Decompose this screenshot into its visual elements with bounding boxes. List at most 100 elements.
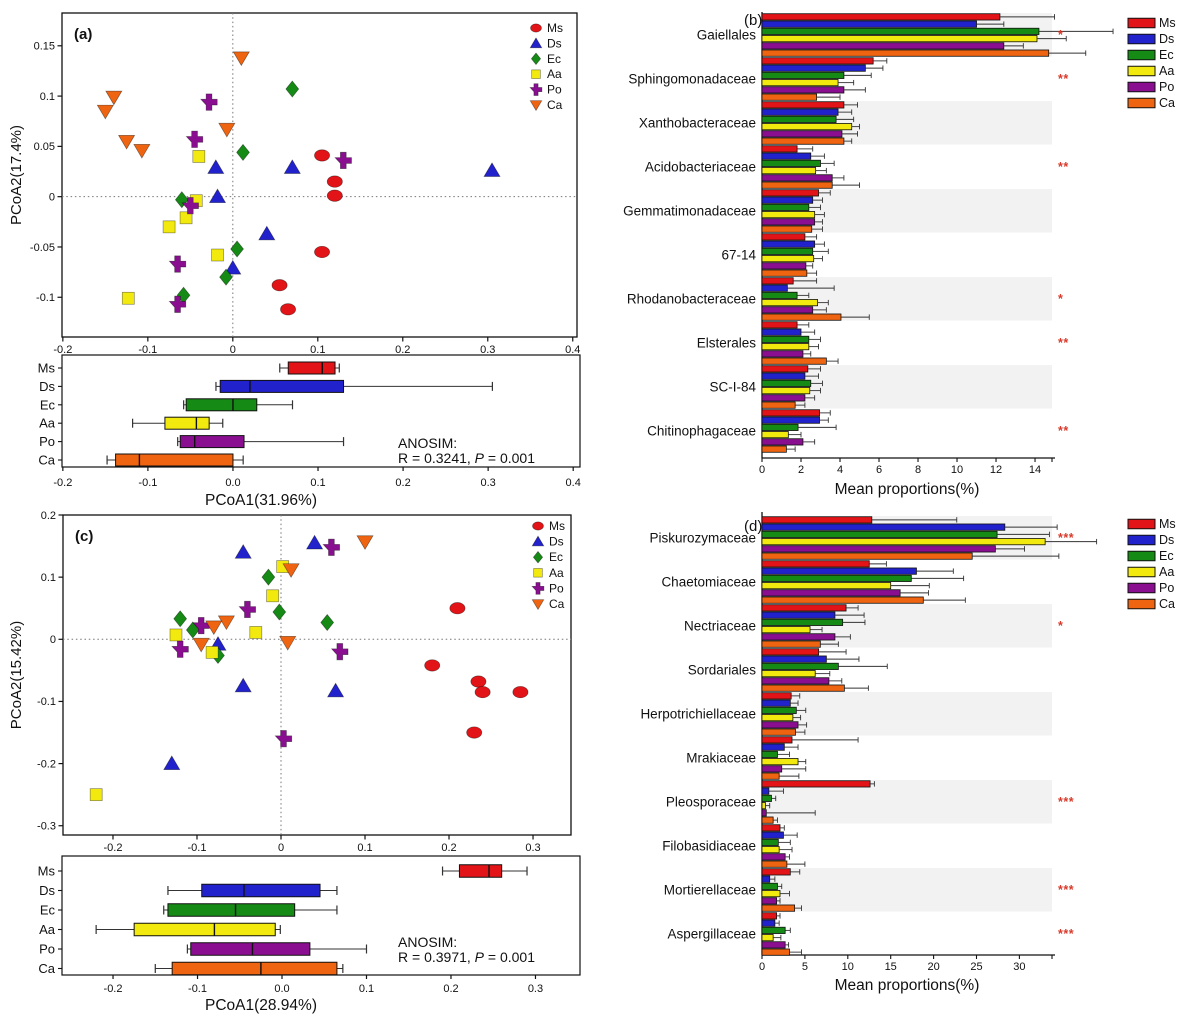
scatter-point-Ds — [305, 534, 324, 550]
box-rect — [167, 903, 296, 917]
bar-Ca — [761, 93, 818, 101]
scatter-point-Ec — [320, 613, 335, 632]
box-rect — [190, 942, 311, 956]
x-axis-tick-label: -0.1 — [188, 842, 207, 854]
bar-Ec — [761, 838, 779, 846]
taxon-label: Sphingomonadaceae — [628, 72, 756, 87]
significance-marker: *** — [1058, 795, 1074, 809]
scatter-point-Po — [274, 730, 293, 748]
bar-Po — [761, 394, 806, 402]
series-Ds — [207, 159, 501, 275]
bar-group-67-14 — [761, 233, 829, 277]
bar-Ds — [761, 64, 866, 72]
bar-Ca — [761, 860, 788, 868]
bar-Ca — [761, 357, 827, 365]
bar-Ec — [761, 882, 778, 890]
category-label: Aa — [39, 922, 56, 937]
panel-a-box: -0.2 -0.1 0.0 0.1 0.2 0.3 0.4 PCoA1(31.96%) Ms Ds… — [38, 354, 581, 509]
bar-Ms — [761, 13, 1001, 21]
bar-Aa — [761, 846, 780, 854]
x-axis-tick-label: 0 — [278, 842, 284, 854]
bar-Po — [761, 438, 804, 446]
bar-group-SC-I-84 — [761, 365, 823, 409]
legend-label: Ca — [1159, 96, 1175, 110]
scatter-point-Ds — [224, 259, 242, 275]
bar-Ca — [761, 225, 813, 233]
x-axis-title: Mean proportions(%) — [835, 977, 980, 994]
legend-marker-Aa — [531, 69, 541, 79]
taxon-label: Xanthobacteraceae — [639, 116, 756, 131]
x-axis-tick-label: 0.3 — [480, 477, 495, 489]
bar-Po — [761, 86, 845, 94]
box-Ca — [154, 961, 344, 976]
bar-Ms — [761, 868, 791, 876]
taxon-label: Herpotrichiellaceae — [640, 707, 756, 722]
bar-Aa — [761, 758, 799, 766]
bar-Ds — [761, 196, 814, 204]
legend-label: Aa — [549, 566, 564, 580]
taxon-label: Chaetomiaceae — [661, 575, 756, 590]
scatter-point-Ca — [117, 135, 136, 150]
bar-Aa — [761, 890, 781, 898]
bar-Ca — [761, 816, 774, 824]
scatter-point-Ms — [449, 602, 466, 615]
taxon-label: Gaiellales — [697, 28, 757, 43]
bar-group-Sordariales — [761, 648, 888, 692]
scatter-point-Po — [200, 93, 218, 111]
bar-group-Elsterales — [761, 321, 839, 365]
taxon-label: 67-14 — [721, 248, 756, 263]
scatter-point-Aa — [179, 211, 193, 225]
bar-Ec — [761, 71, 845, 79]
bar-Ec — [761, 926, 786, 934]
x-axis-tick-label: 0.1 — [310, 344, 325, 356]
bar-Ec — [761, 750, 778, 758]
scatter-point-Ec — [285, 80, 300, 98]
category-label: Po — [39, 942, 55, 957]
category-label: Ca — [38, 453, 55, 468]
x-axis-tick-label: 0.0 — [274, 983, 289, 995]
taxon-label: SC-I-84 — [709, 380, 756, 395]
significance-marker: ** — [1058, 336, 1069, 350]
category-label: Ms — [38, 864, 56, 879]
scatter-point-Ds — [163, 755, 181, 770]
x-axis-tick-label: 0.3 — [480, 344, 495, 356]
bar-Aa — [761, 123, 853, 131]
x-axis-tick-label: 6 — [876, 464, 882, 476]
bar-Ds — [761, 919, 776, 927]
bar-Po — [761, 897, 777, 905]
box-Aa — [131, 416, 224, 430]
scatter-point-Ms — [314, 149, 330, 162]
y-axis-tick-label: -0.05 — [30, 242, 55, 254]
row-band — [762, 868, 1052, 912]
scatter-point-Ec — [236, 143, 250, 161]
box-Ec — [163, 903, 338, 917]
scatter-point-Po — [330, 643, 349, 661]
x-axis-tick-label: 4 — [837, 464, 843, 476]
scatter-point-Ds — [234, 543, 252, 559]
legend-label: Ds — [1159, 533, 1174, 547]
x-axis-tick-label: 14 — [1029, 464, 1041, 476]
bar-Ca — [761, 49, 1050, 57]
legend-label: Aa — [547, 67, 562, 81]
panel-label: (c) — [75, 528, 93, 545]
bar-Ca — [761, 181, 833, 189]
bar-Ec — [761, 618, 844, 626]
bar-Ca — [761, 684, 845, 692]
legend-swatch-Ec — [1127, 550, 1156, 562]
scatter-point-Ms — [314, 245, 330, 259]
category-label: Aa — [39, 416, 56, 431]
panel-d-bars: 0 5 10 15 20 25 30 Mean proportions(%) (d)Piskur… — [640, 512, 1176, 994]
box-Ca — [106, 453, 244, 467]
legend-swatch-Ms — [1127, 17, 1156, 29]
x-axis-tick-label: 15 — [885, 961, 897, 973]
taxon-label: Chitinophagaceae — [647, 424, 756, 439]
category-label: Ds — [39, 883, 55, 898]
bar-Ms — [761, 604, 847, 612]
bar-Aa — [761, 299, 818, 307]
scatter-point-Po — [185, 130, 204, 148]
box-rect — [171, 961, 338, 976]
box-Aa — [95, 922, 281, 937]
box-Ec — [183, 398, 294, 412]
bar-Aa — [761, 343, 810, 351]
